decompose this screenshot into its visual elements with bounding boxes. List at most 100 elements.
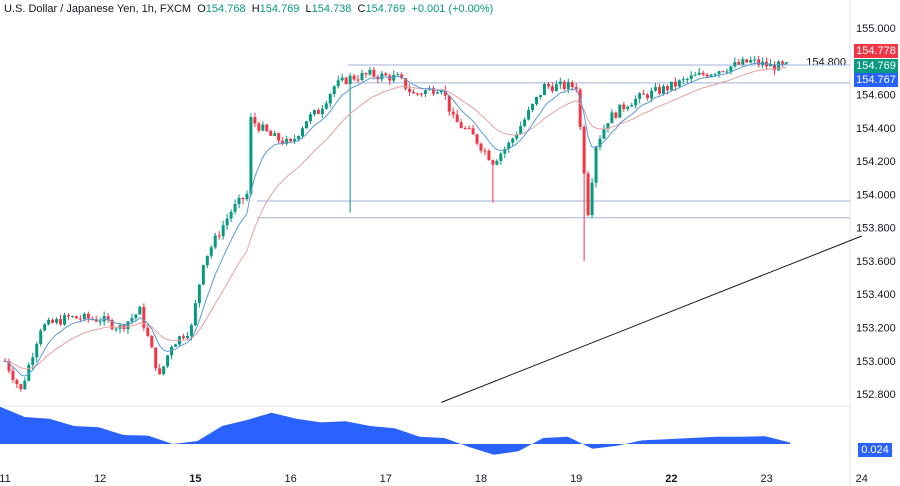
candle-body [273, 133, 277, 136]
candle-body [277, 133, 281, 141]
candle-body [39, 330, 43, 344]
candle-body [261, 124, 265, 131]
change-value: +0.001 (+0.00%) [411, 3, 494, 15]
candle-body [677, 80, 681, 87]
candle-body [221, 225, 225, 237]
oscillator-tag: 0.024 [858, 443, 892, 457]
candle-body [669, 81, 673, 91]
candle-body [435, 92, 439, 94]
candle-body [336, 80, 340, 87]
candle-body [685, 78, 689, 80]
close-value: 154.769 [365, 3, 406, 15]
candle-body [43, 324, 47, 331]
candle-body [281, 140, 285, 144]
price-tag-low: 154.767 [854, 73, 898, 87]
x-tick-label: 18 [475, 473, 487, 485]
candle-body [654, 87, 658, 91]
candle-body [328, 94, 332, 104]
candle-body [416, 93, 420, 95]
candle-body [312, 109, 316, 115]
candle-body [82, 313, 86, 320]
candle-body [241, 197, 245, 200]
candle-body [257, 123, 261, 131]
candle-body [594, 146, 598, 183]
candle-body [769, 64, 773, 67]
candle-body [162, 366, 166, 375]
candle-body [213, 235, 217, 248]
y-tick-label: 154.400 [856, 123, 896, 135]
candle-body [138, 306, 142, 315]
y-tick-label: 153.200 [856, 323, 896, 335]
candle-body [598, 138, 602, 147]
high-value: 154.769 [259, 3, 300, 15]
candle-body [217, 235, 221, 237]
candle-body [519, 126, 523, 135]
candle-body [443, 90, 447, 96]
candle-body [320, 108, 324, 114]
candle-body [285, 138, 289, 144]
candle-body [193, 303, 197, 326]
candle-body [618, 104, 622, 118]
candle-body [693, 74, 697, 76]
candle-body [614, 112, 618, 118]
x-tick-label: 22 [665, 473, 677, 485]
candle-body [316, 109, 320, 114]
x-tick-label: 12 [94, 473, 106, 485]
candle-body [146, 327, 150, 336]
candle-body [106, 316, 110, 321]
candle-body [439, 90, 443, 93]
candle-body [741, 59, 745, 65]
candle-body [784, 62, 788, 64]
candle-body [23, 380, 27, 390]
candle-body [491, 160, 495, 165]
candle-body [185, 335, 189, 339]
candle-body [717, 71, 721, 75]
candle-body [233, 204, 237, 212]
candle-body [304, 121, 308, 129]
candle-body [578, 89, 582, 127]
candle-body [189, 325, 193, 336]
candle-body [102, 316, 106, 322]
price-tag-last: 154.769 [854, 59, 898, 73]
candle-body [646, 94, 650, 99]
candle-body [78, 318, 82, 320]
candle-body [737, 62, 741, 65]
candle-body [630, 105, 634, 107]
candle-body [31, 357, 35, 365]
candle-body [689, 75, 693, 79]
candle-body [15, 379, 19, 385]
candle-body [681, 79, 685, 81]
candle-body [773, 64, 777, 71]
candle-body [542, 83, 546, 96]
candle-body [590, 182, 594, 216]
candle-body [27, 364, 31, 381]
close-label: C [357, 3, 366, 15]
candle-body [74, 316, 78, 319]
candle-body [400, 74, 404, 79]
candle-body [733, 62, 737, 67]
x-tick-label: 11 [0, 473, 11, 485]
candle-body [7, 360, 11, 371]
candle-body [531, 103, 535, 111]
candle-body [293, 139, 297, 142]
y-tick-label: 154.200 [856, 156, 896, 168]
candle-body [134, 314, 138, 318]
candle-body [539, 95, 542, 97]
x-tick-label: 23 [760, 473, 772, 485]
candle-body [721, 71, 725, 73]
open-label: O [197, 3, 206, 15]
y-tick-label: 154.800 [806, 56, 846, 68]
candle-body [487, 150, 491, 161]
candle-body [35, 343, 39, 358]
candle-body [352, 75, 356, 80]
price-tag-high: 154.778 [854, 44, 898, 58]
candle-body [697, 72, 701, 75]
candle-body [225, 218, 229, 226]
candle-body [170, 346, 174, 356]
candle-body [447, 95, 451, 112]
candle-body [237, 197, 241, 205]
oscillator-area [0, 406, 790, 455]
candle-body [158, 368, 162, 375]
